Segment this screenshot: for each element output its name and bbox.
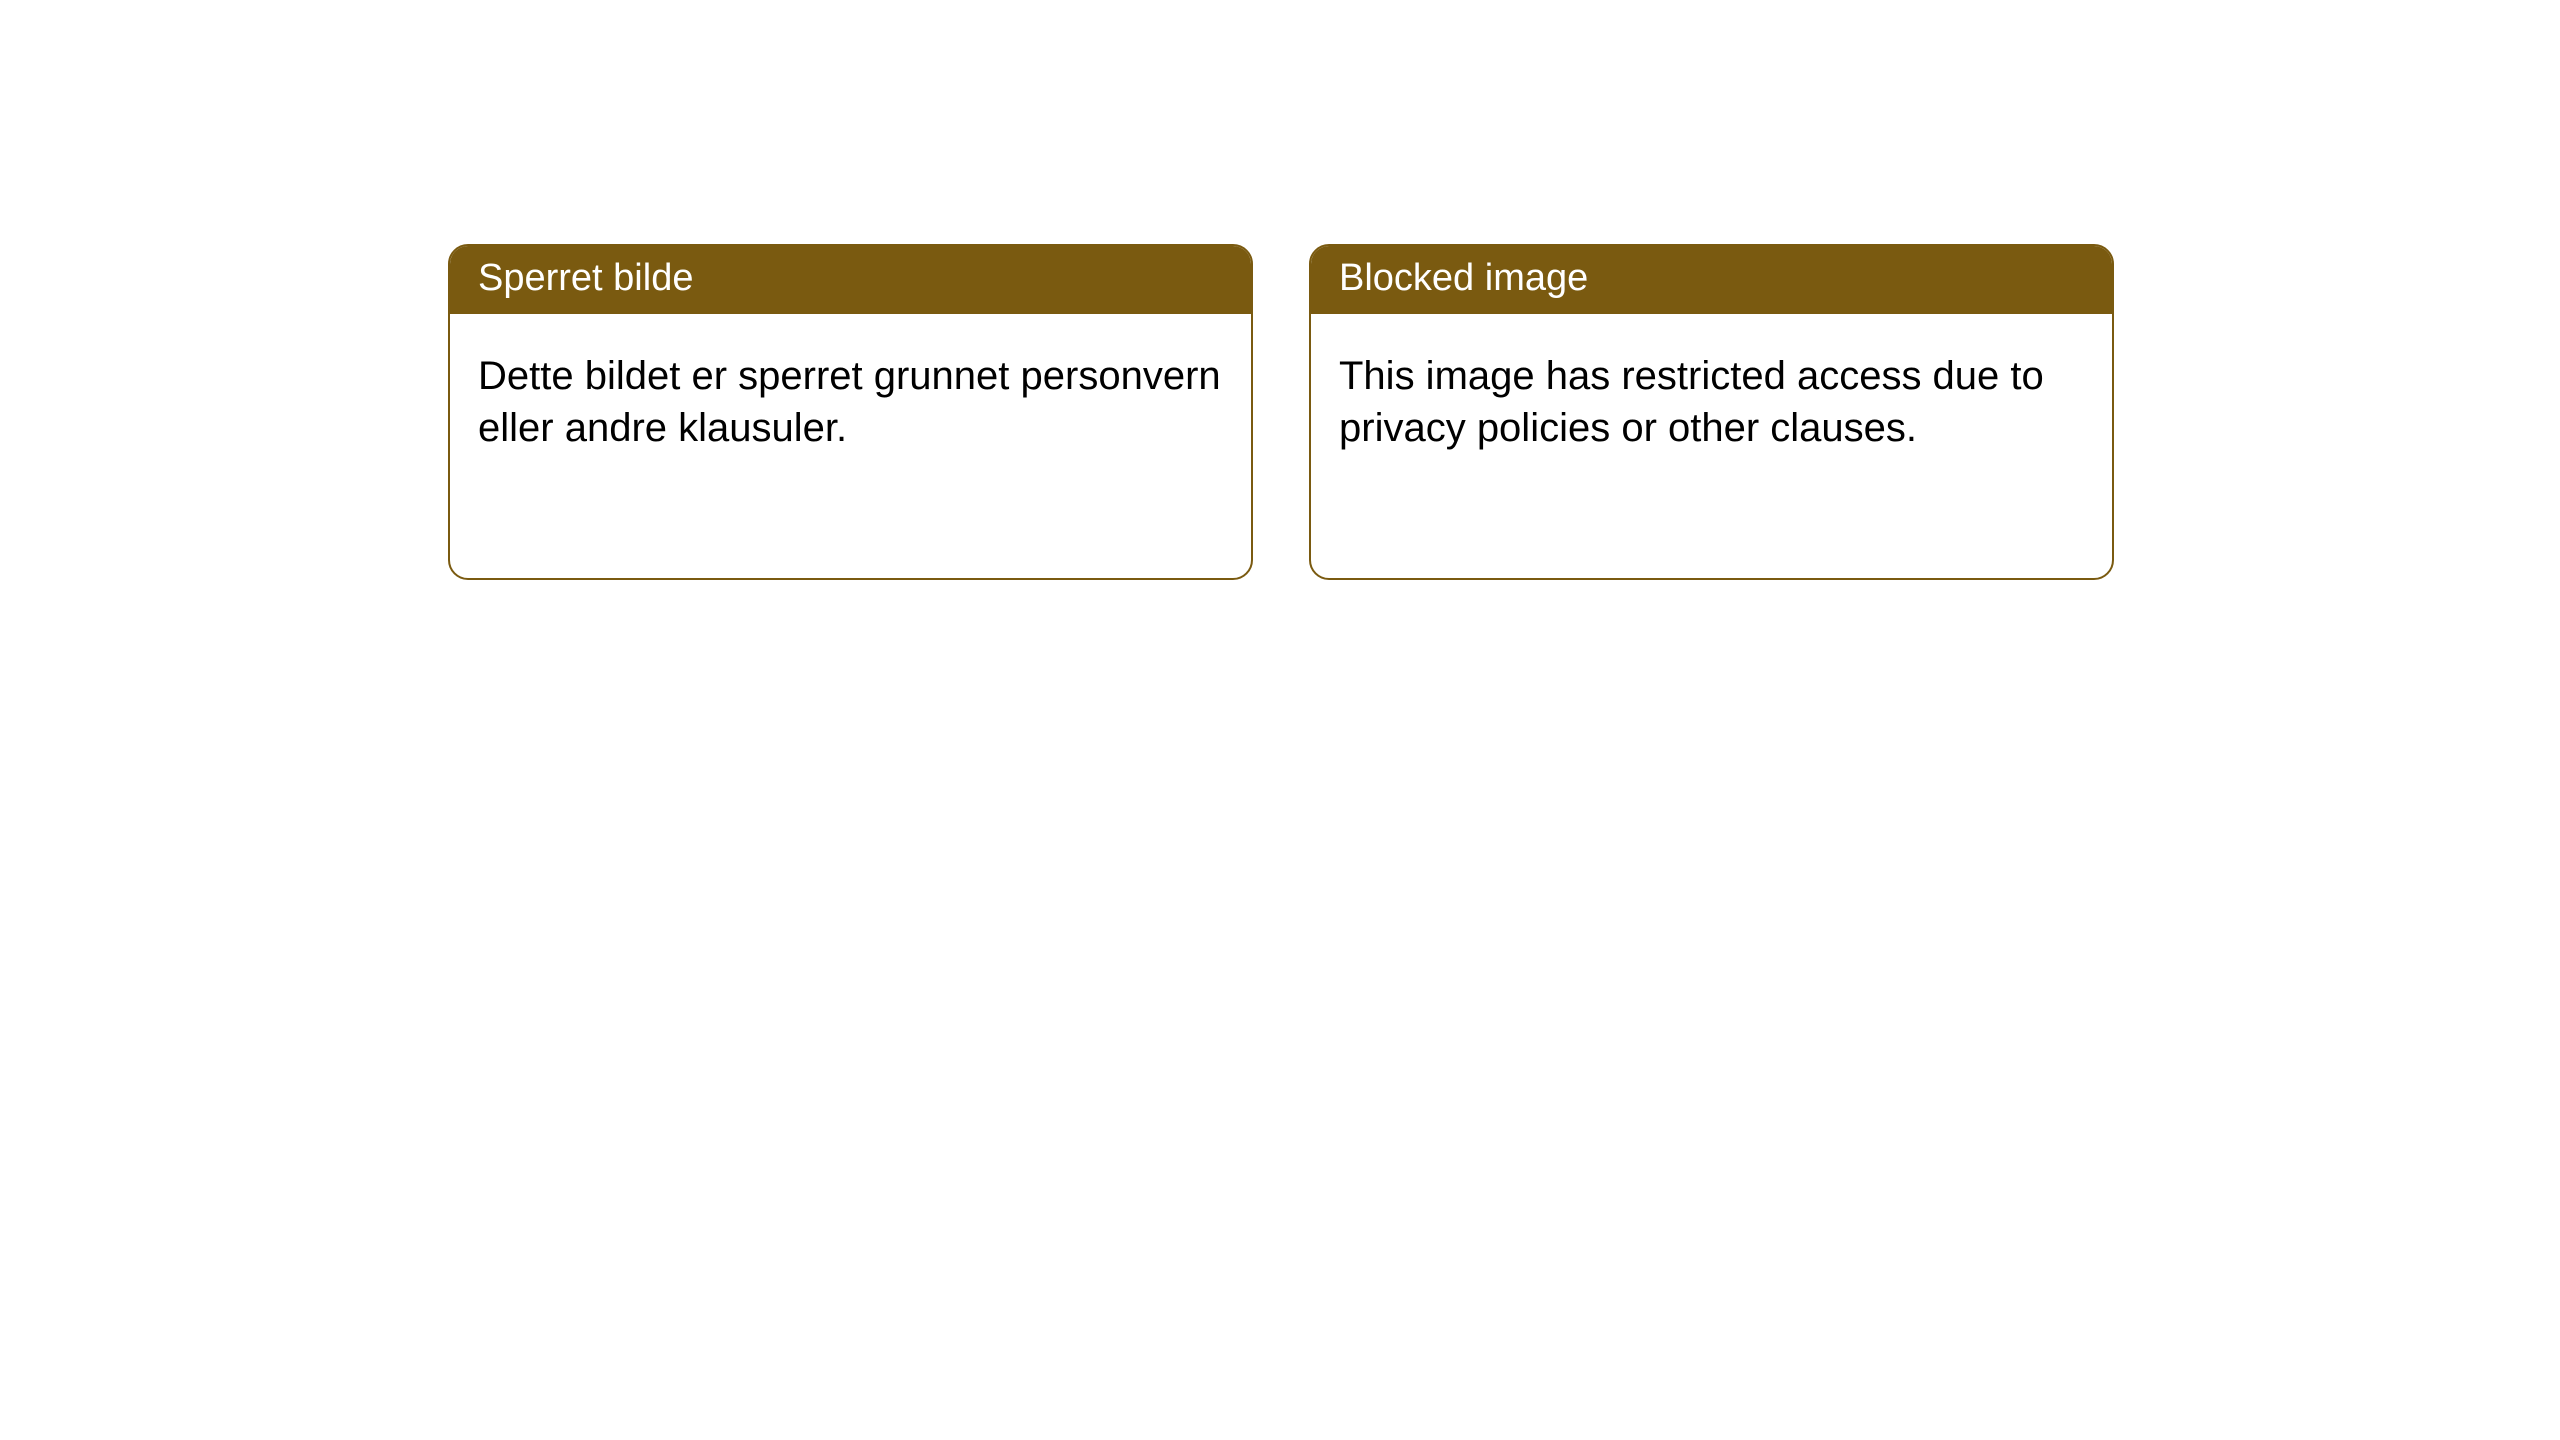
notice-body: This image has restricted access due to … — [1311, 314, 2112, 492]
notice-body: Dette bildet er sperret grunnet personve… — [450, 314, 1251, 492]
notice-header: Sperret bilde — [450, 246, 1251, 314]
notice-card-english: Blocked image This image has restricted … — [1309, 244, 2114, 580]
notice-card-norwegian: Sperret bilde Dette bildet er sperret gr… — [448, 244, 1253, 580]
notice-container: Sperret bilde Dette bildet er sperret gr… — [448, 244, 2114, 580]
notice-header: Blocked image — [1311, 246, 2112, 314]
